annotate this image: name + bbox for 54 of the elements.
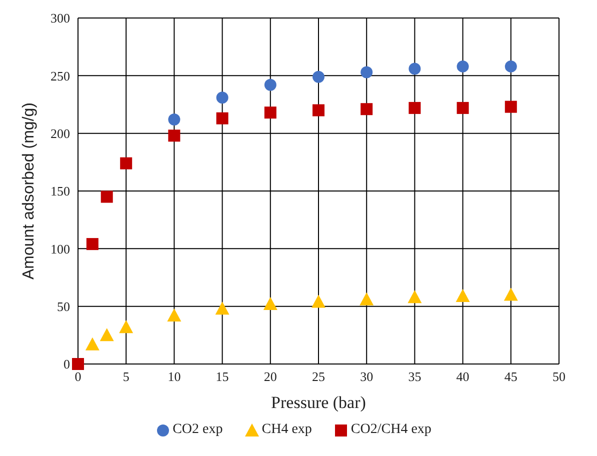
y-tick-label: 50 [57,298,70,314]
point [168,130,180,142]
point [216,112,228,124]
point [456,60,469,72]
y-axis-title: Amount adsorbed (mg/g) [20,102,38,280]
point [504,100,517,113]
point [360,103,373,116]
point [100,328,114,342]
point [312,294,326,308]
point [86,238,98,250]
point [167,308,182,322]
x-tick-label: 50 [552,369,566,384]
point [456,102,469,114]
y-tick-label: 250 [50,68,70,84]
x-tick-label: 40 [456,369,470,384]
x-tick-label: 5 [122,369,130,384]
point [216,92,228,104]
x-tick-label: 45 [504,369,518,384]
point [408,290,422,304]
point [215,302,230,315]
x-tick-label: 0 [74,369,82,384]
legend-label: CO2 exp [172,422,223,438]
point [264,106,276,119]
point [360,66,373,78]
y-tick-label: 150 [50,184,70,199]
y-tick-label: 200 [50,126,70,141]
point [504,60,517,72]
y-tick-label: 100 [50,241,70,256]
x-tick-label: 35 [408,369,422,384]
x-tick-label: 25 [312,369,325,384]
point [100,190,113,203]
legend-label: CO2/CH4 exp [350,422,432,438]
x-axis-title: Pressure (bar) [271,393,366,412]
point [168,113,180,126]
point [120,157,132,170]
point [456,288,470,302]
point [312,70,324,83]
point [263,297,278,310]
point [85,337,100,350]
x-tick-label: 10 [168,369,181,384]
x-tick-label: 30 [360,369,374,384]
point [312,104,324,116]
point [72,358,84,370]
point [504,288,518,301]
point [408,102,421,114]
y-tick-label: 300 [50,10,70,26]
x-tick-label: 15 [216,369,229,384]
legend-label: CH4 exp [260,422,312,438]
point [408,62,421,75]
point [360,292,374,306]
point [119,320,134,334]
y-tick-label: 0 [64,356,70,372]
point [264,78,276,91]
x-tick-label: 20 [264,369,277,384]
